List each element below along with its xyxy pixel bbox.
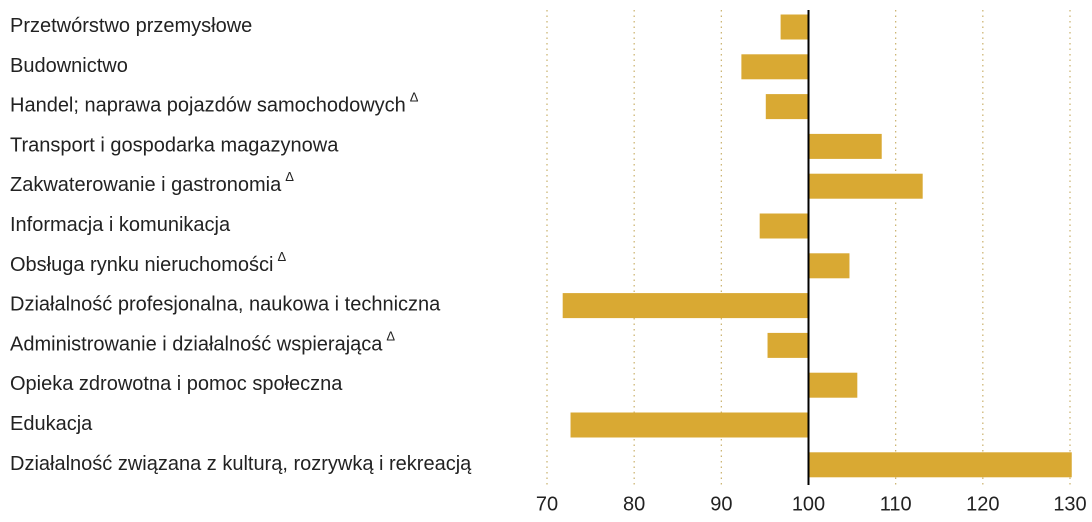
bar bbox=[767, 332, 809, 358]
category-label: Opieka zdrowotna i pomoc społeczna bbox=[10, 373, 343, 395]
category-name: Działalność związana z kulturą, rozrywką… bbox=[10, 453, 472, 475]
bar bbox=[780, 14, 809, 40]
note-mark: Δ bbox=[285, 170, 294, 185]
category-name: Działalność profesjonalna, naukowa i tec… bbox=[10, 294, 441, 316]
category-label: Budownictwo bbox=[10, 55, 128, 77]
category-label: Administrowanie i działalność wspierając… bbox=[10, 329, 395, 356]
category-name: Administrowanie i działalność wspierając… bbox=[10, 334, 383, 356]
bar bbox=[808, 173, 923, 199]
category-label: Działalność związana z kulturą, rozrywką… bbox=[10, 453, 472, 475]
category-label: Informacja i komunikacja bbox=[10, 214, 231, 236]
category-label: Edukacja bbox=[10, 413, 93, 435]
bar bbox=[765, 94, 809, 120]
x-tick-label: 100 bbox=[792, 493, 825, 515]
category-label: Transport i gospodarka magazynowa bbox=[10, 135, 339, 157]
category-label: Przetwórstwo przemysłowe bbox=[10, 15, 252, 37]
bar bbox=[808, 133, 882, 159]
note-mark: Δ bbox=[386, 329, 395, 344]
bar bbox=[562, 293, 809, 319]
category-name: Obsługa rynku nieruchomości bbox=[10, 254, 273, 276]
x-tick-label: 110 bbox=[880, 493, 912, 515]
category-name: Opieka zdrowotna i pomoc społeczna bbox=[10, 373, 343, 395]
category-name: Informacja i komunikacja bbox=[10, 214, 231, 236]
x-tick-label: 90 bbox=[710, 493, 732, 515]
category-name: Zakwaterowanie i gastronomia bbox=[10, 174, 282, 196]
bar bbox=[741, 54, 809, 80]
x-tick-label: 120 bbox=[966, 493, 999, 515]
x-tick-label: 130 bbox=[1053, 493, 1086, 515]
bar bbox=[759, 213, 809, 239]
category-label: Obsługa rynku nieruchomości Δ bbox=[10, 249, 286, 276]
bar bbox=[808, 372, 858, 398]
bar bbox=[808, 253, 850, 279]
category-name: Przetwórstwo przemysłowe bbox=[10, 15, 252, 37]
category-name: Edukacja bbox=[10, 413, 93, 435]
bar bbox=[570, 412, 809, 438]
category-label: Działalność profesjonalna, naukowa i tec… bbox=[10, 294, 441, 316]
category-name: Budownictwo bbox=[10, 55, 128, 77]
category-name: Handel; naprawa pojazdów samochodowych bbox=[10, 95, 406, 117]
bar bbox=[808, 452, 1072, 478]
category-label: Handel; naprawa pojazdów samochodowych Δ bbox=[10, 90, 419, 117]
category-name: Transport i gospodarka magazynowa bbox=[10, 135, 339, 157]
note-mark: Δ bbox=[277, 249, 286, 264]
note-mark: Δ bbox=[410, 90, 419, 105]
x-tick-label: 70 bbox=[536, 493, 558, 515]
category-label: Zakwaterowanie i gastronomia Δ bbox=[10, 170, 294, 197]
x-tick-label: 80 bbox=[623, 493, 645, 515]
